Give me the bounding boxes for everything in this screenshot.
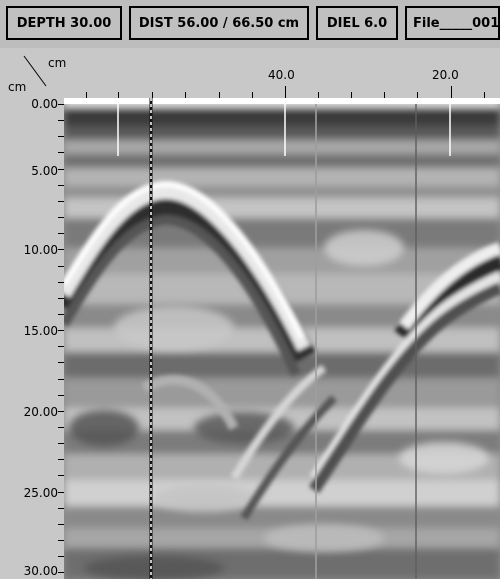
x-tick — [86, 92, 87, 98]
x-tick-major — [285, 86, 286, 98]
x-tick — [152, 92, 153, 98]
y-tick — [58, 233, 64, 234]
y-tick-label: 5.00 — [31, 164, 58, 178]
x-tick — [252, 92, 253, 98]
y-tick — [58, 217, 64, 218]
y-unit-label: cm — [8, 80, 27, 94]
top-toolbar: DEPTH 30.00 DIST 56.00 / 66.50 cm DIEL 6… — [0, 0, 500, 48]
y-tick — [58, 201, 64, 202]
y-tick — [58, 330, 64, 331]
y-tick — [58, 136, 64, 137]
x-tick — [417, 92, 418, 98]
dielectric-button[interactable]: DIEL 6.0 — [316, 6, 398, 40]
y-tick — [58, 298, 64, 299]
y-tick — [58, 185, 64, 186]
radar-scan-image — [64, 98, 500, 579]
y-tick-label: 15.00 — [23, 324, 58, 338]
y-tick-label: 10.00 — [23, 243, 58, 257]
file-button[interactable]: File_____001 — [405, 6, 500, 40]
x-tick — [219, 92, 220, 98]
y-tick — [58, 282, 64, 283]
y-tick — [58, 492, 64, 493]
y-tick — [58, 314, 64, 315]
x-tick-label: 40.0 — [268, 68, 295, 82]
y-tick — [58, 362, 64, 363]
y-tick — [58, 104, 64, 105]
x-tick — [118, 92, 119, 98]
y-tick — [58, 443, 64, 444]
depth-button[interactable]: DEPTH 30.00 — [6, 6, 122, 40]
y-tick-label: 25.00 — [23, 486, 58, 500]
y-tick — [58, 572, 64, 573]
y-tick — [58, 556, 64, 557]
x-tick — [185, 92, 186, 98]
y-tick — [58, 508, 64, 509]
y-tick — [58, 427, 64, 428]
y-tick — [58, 379, 64, 380]
y-tick — [58, 540, 64, 541]
y-tick-label: 0.00 — [31, 97, 58, 111]
distance-button[interactable]: DIST 56.00 / 66.50 cm — [129, 6, 309, 40]
x-tick-label: 20.0 — [432, 68, 459, 82]
x-tick — [484, 92, 485, 98]
x-unit-label: cm — [48, 56, 67, 70]
y-tick — [58, 346, 64, 347]
y-tick — [58, 249, 64, 250]
y-tick-label: 30.00 — [23, 564, 58, 578]
x-tick — [384, 92, 385, 98]
y-tick — [58, 411, 64, 412]
y-tick — [58, 152, 64, 153]
x-tick — [351, 92, 352, 98]
y-tick — [58, 459, 64, 460]
y-tick — [58, 266, 64, 267]
x-tick-major — [451, 86, 452, 98]
y-tick — [58, 524, 64, 525]
y-tick — [58, 395, 64, 396]
y-tick — [58, 475, 64, 476]
y-tick — [58, 169, 64, 170]
y-tick — [58, 120, 64, 121]
axis-corner-divider — [23, 55, 47, 87]
x-tick — [318, 92, 319, 98]
y-tick-label: 20.00 — [23, 405, 58, 419]
